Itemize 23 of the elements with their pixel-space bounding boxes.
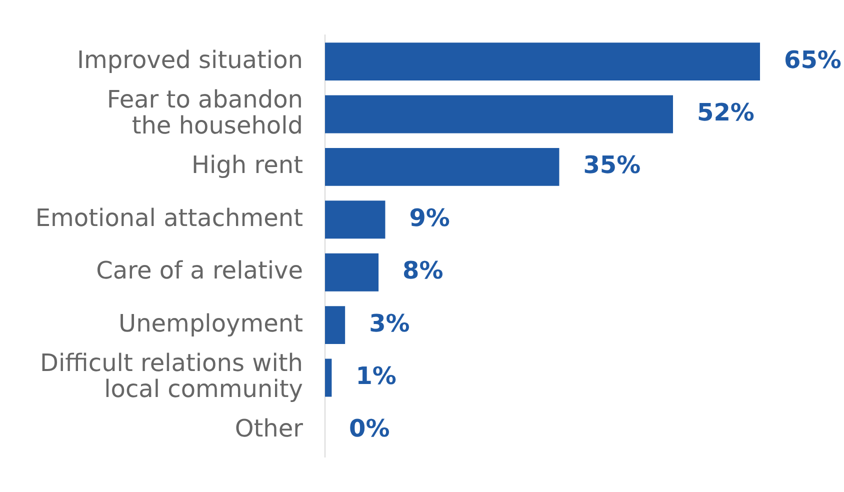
data-label: 8% (402, 256, 444, 285)
y-tick-label: Fear to abandon the household (106, 85, 303, 140)
bar (325, 306, 346, 344)
bar (325, 253, 379, 292)
data-label: 3% (369, 309, 410, 338)
data-label: 1% (356, 362, 396, 390)
y-tick-label: Difficult relations with local community (40, 348, 303, 404)
data-label: 65% (784, 46, 842, 74)
data-label: 35% (583, 151, 641, 180)
bar (325, 200, 386, 239)
bar (325, 95, 673, 134)
bar (325, 358, 332, 397)
data-label: 52% (697, 98, 754, 126)
data-label: 9% (409, 204, 450, 232)
y-tick-label: Emotional attachment (35, 204, 303, 232)
bar (325, 148, 560, 186)
y-tick-label: Other (234, 414, 304, 443)
y-tick-label: Improved situation (76, 46, 303, 74)
data-label: 0% (349, 414, 390, 443)
y-tick-label: High rent (191, 151, 303, 180)
bar (325, 42, 760, 81)
y-tick-label: Care of a relative (96, 256, 303, 285)
y-tick-label: Unemployment (118, 309, 303, 338)
